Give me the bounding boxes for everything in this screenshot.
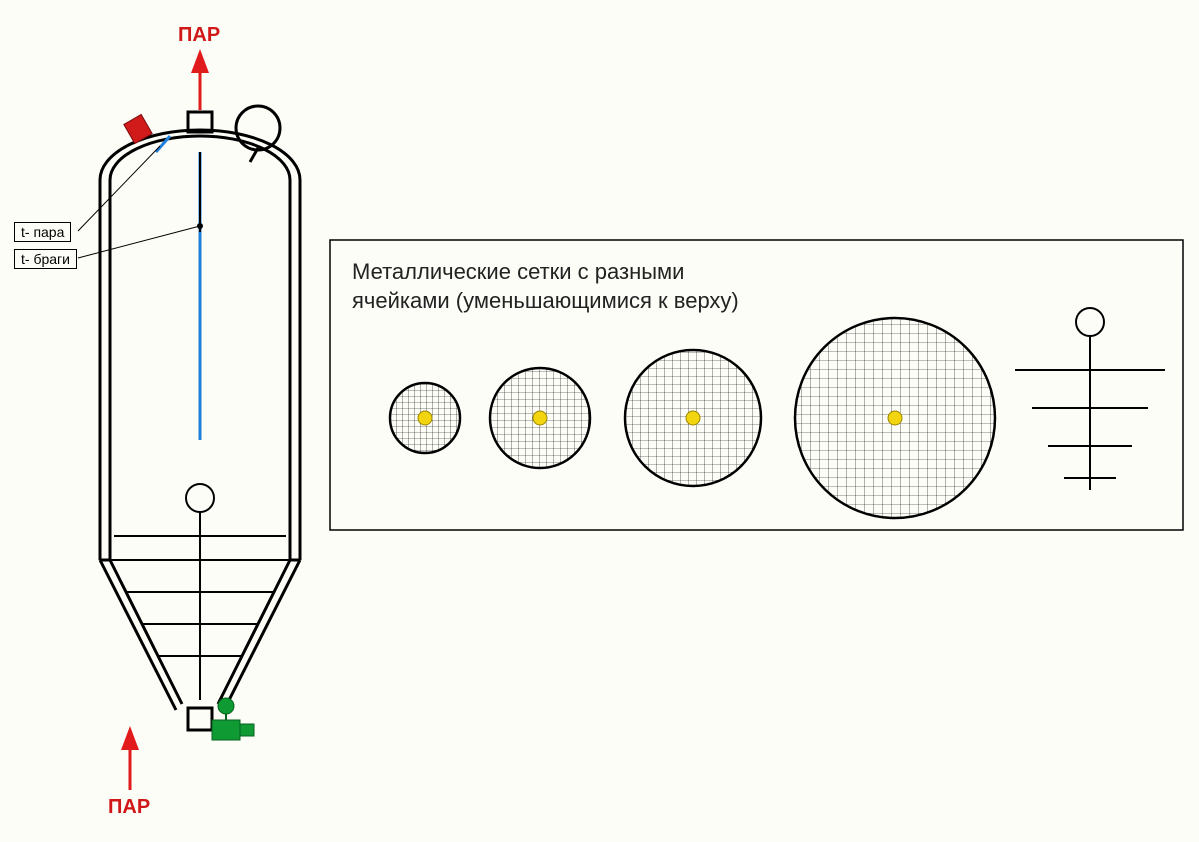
diagram-svg xyxy=(0,0,1199,842)
vessel xyxy=(100,106,300,740)
side-stack-icon xyxy=(1015,308,1165,490)
leader-dot xyxy=(197,223,203,229)
leader-t-mash xyxy=(78,226,200,258)
info-panel xyxy=(330,240,1183,530)
mesh-discs xyxy=(390,318,995,518)
